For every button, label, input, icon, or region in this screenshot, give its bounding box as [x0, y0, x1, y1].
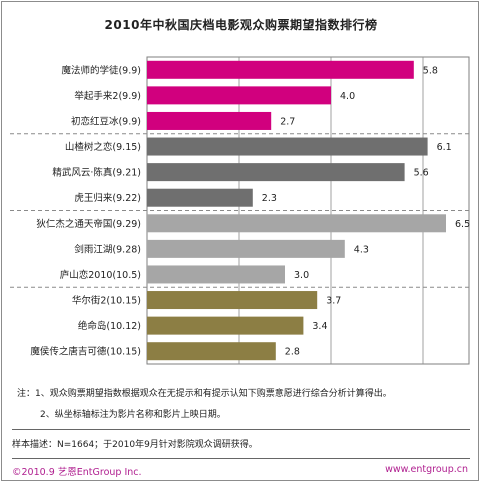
value-label-3: 2.7 [280, 116, 295, 127]
value-label-12: 2.8 [285, 347, 300, 358]
bar-3 [147, 111, 272, 130]
category-label-5: 精武风云·陈真(9.21) [52, 167, 141, 179]
sample-description: 样本描述：N=1664；于2010年9月针对影院观众调研获得。 [12, 440, 258, 450]
divider-top [12, 429, 470, 430]
bar-7 [147, 214, 446, 233]
value-label-9: 3.0 [294, 270, 309, 281]
bar-2 [147, 86, 331, 105]
value-label-10: 3.7 [326, 296, 341, 307]
bar-5 [147, 163, 405, 182]
value-label-4: 6.1 [437, 142, 452, 153]
note-line-2: 2、纵坐标轴标注为影片名称和影片上映日期。 [40, 410, 226, 420]
copyright-text: ©2010.9 艺恩EntGroup Inc. [12, 467, 142, 478]
bar-1 [147, 60, 414, 79]
value-label-2: 4.0 [340, 91, 355, 102]
category-label-2: 举起手来2(9.9) [74, 90, 141, 102]
value-label-5: 5.6 [414, 168, 429, 179]
category-label-3: 初恋红豆冰(9.9) [71, 115, 141, 127]
bar-9 [147, 265, 285, 284]
value-label-11: 3.4 [312, 321, 327, 332]
category-label-1: 魔法师的学徒(9.9) [61, 64, 141, 76]
value-label-6: 2.3 [262, 193, 277, 204]
bar-11 [147, 316, 304, 335]
value-label-8: 4.3 [354, 244, 369, 255]
bar-6 [147, 188, 253, 207]
value-label-1: 5.8 [423, 65, 438, 76]
bar-8 [147, 239, 345, 258]
category-label-11: 绝命岛(10.12) [78, 320, 141, 332]
note-line-1: 注：1、观众购票期望指数根据观众在无提示和有提示认知下购票意愿进行综合分析计算得… [17, 389, 392, 399]
category-label-8: 剑雨江湖(9.28) [74, 243, 141, 255]
divider-bottom [12, 458, 470, 459]
category-label-12: 魔侯传之唐吉可德(10.15) [30, 346, 141, 358]
value-label-7: 6.5 [455, 219, 470, 230]
category-label-9: 庐山恋2010(10.5) [60, 269, 141, 281]
bar-4 [147, 137, 428, 156]
bar-10 [147, 291, 318, 310]
bar-12 [147, 342, 276, 361]
category-label-4: 山楂树之恋(9.15) [65, 141, 141, 153]
category-label-10: 华尔街2(10.15) [72, 295, 141, 307]
chart-title: 2010年中秋国庆档电影观众购票期望指数排行榜 [104, 18, 378, 32]
category-label-6: 虎王归来(9.22) [74, 192, 141, 204]
category-label-7: 狄仁杰之通天帝国(9.29) [36, 218, 141, 230]
website-text: www.entgroup.cn [385, 464, 468, 475]
